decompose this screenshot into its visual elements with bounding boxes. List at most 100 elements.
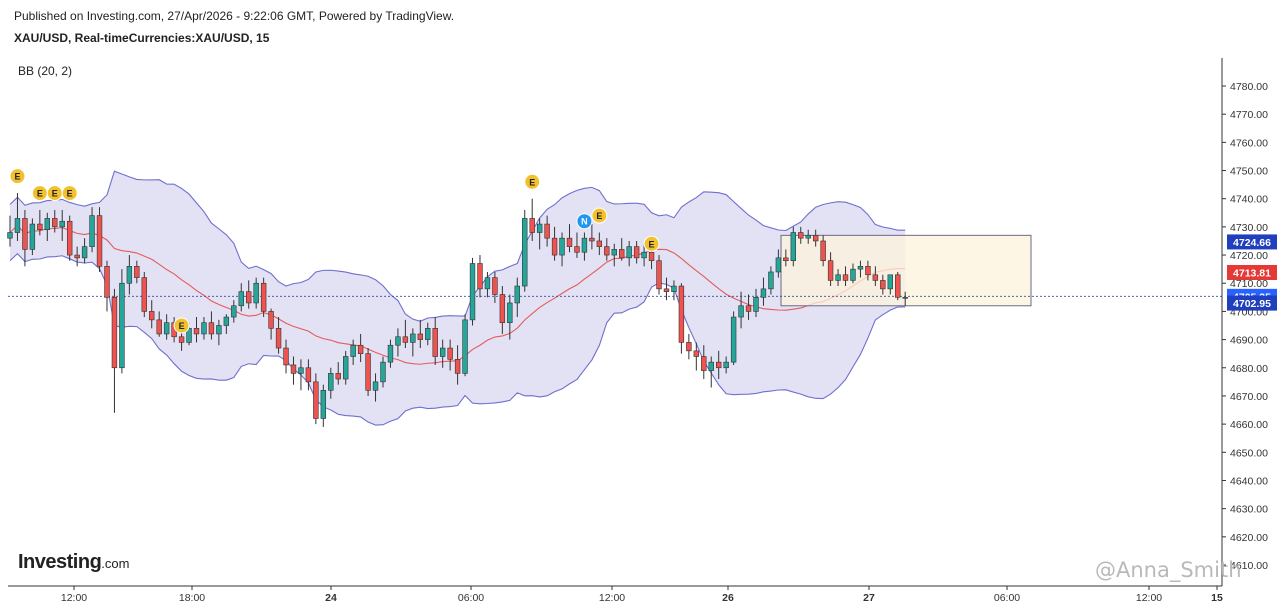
candle-body bbox=[745, 305, 752, 312]
candle bbox=[477, 255, 483, 298]
price-label: 4713.81 bbox=[1227, 265, 1277, 281]
candle-body bbox=[701, 356, 707, 371]
news-marker: N bbox=[576, 213, 593, 230]
candle-body bbox=[119, 282, 125, 369]
lower-band bbox=[9, 252, 906, 426]
candle-body bbox=[380, 361, 386, 383]
earnings-marker: E bbox=[173, 317, 190, 334]
candle-body bbox=[887, 274, 893, 290]
candle bbox=[492, 271, 498, 303]
candle-body bbox=[104, 266, 110, 298]
candle bbox=[551, 226, 558, 261]
candle-body bbox=[730, 316, 737, 363]
y-tick-label: 4640.00 bbox=[1230, 475, 1268, 487]
candle bbox=[544, 215, 550, 247]
candle bbox=[678, 283, 685, 354]
candle-body bbox=[395, 336, 401, 346]
candle bbox=[686, 333, 692, 360]
candle-body bbox=[604, 246, 610, 256]
marker-circle bbox=[591, 207, 608, 224]
candle-body bbox=[484, 277, 491, 290]
earnings-marker: E bbox=[643, 235, 660, 252]
candle-body bbox=[865, 266, 871, 276]
x-tick-label: 12:00 bbox=[599, 592, 625, 604]
y-tick-label: 4680.00 bbox=[1230, 363, 1268, 375]
y-tick-label: 4630.00 bbox=[1230, 504, 1268, 516]
candle-body bbox=[641, 251, 647, 259]
candle-body bbox=[574, 246, 580, 253]
candle-body bbox=[81, 246, 88, 259]
marker-circle bbox=[173, 317, 190, 334]
candle-body bbox=[499, 294, 506, 323]
price-label-bg bbox=[1227, 295, 1277, 311]
candle bbox=[208, 311, 215, 340]
y-tick-label: 4720.00 bbox=[1230, 250, 1268, 262]
candle bbox=[701, 345, 707, 380]
candle bbox=[880, 274, 886, 295]
candle bbox=[581, 232, 588, 261]
marker-circle bbox=[524, 173, 541, 190]
candle bbox=[290, 356, 297, 385]
candle-body bbox=[895, 274, 901, 298]
candle-body bbox=[223, 316, 230, 326]
candle-body bbox=[283, 347, 289, 366]
candle bbox=[223, 314, 230, 334]
candle-body bbox=[387, 344, 394, 363]
candle bbox=[216, 319, 222, 346]
marker-letter: E bbox=[14, 172, 20, 182]
candle bbox=[604, 238, 610, 261]
candle-body bbox=[581, 237, 588, 253]
candle-body bbox=[760, 288, 767, 298]
candle bbox=[313, 373, 319, 425]
candle bbox=[425, 322, 431, 346]
candle bbox=[395, 328, 401, 357]
candle bbox=[149, 300, 155, 329]
candle bbox=[753, 288, 759, 318]
candle bbox=[633, 240, 640, 264]
candle bbox=[589, 224, 595, 250]
band-fill bbox=[10, 171, 906, 426]
candle-body bbox=[648, 251, 655, 261]
candle bbox=[372, 373, 379, 402]
marker-circle bbox=[9, 168, 26, 185]
candle-body bbox=[790, 232, 797, 261]
candle-body bbox=[216, 325, 222, 335]
candle bbox=[760, 277, 767, 306]
candle-body bbox=[29, 223, 36, 250]
candle bbox=[298, 359, 304, 391]
candle-body bbox=[827, 260, 834, 281]
candle bbox=[536, 218, 543, 250]
candle bbox=[693, 342, 700, 371]
candle-body bbox=[753, 297, 759, 312]
candle-body bbox=[522, 218, 528, 287]
candle-body bbox=[298, 367, 304, 374]
candle-body bbox=[410, 333, 416, 343]
candle bbox=[432, 317, 438, 365]
earnings-marker: E bbox=[31, 185, 48, 202]
candle-body bbox=[268, 311, 274, 329]
candle-body bbox=[342, 356, 349, 380]
candle bbox=[857, 260, 864, 278]
candle-body bbox=[812, 235, 819, 242]
candle bbox=[231, 300, 237, 323]
symbol-title: XAU/USD, Real-timeCurrencies:XAU/USD, 15 bbox=[14, 31, 270, 45]
candle-body bbox=[686, 342, 692, 352]
price-label: 4702.95 bbox=[1227, 295, 1277, 311]
candle-body bbox=[156, 319, 162, 335]
bollinger-indicator-label[interactable]: BB (20, 2) bbox=[18, 64, 73, 78]
upper-band bbox=[9, 170, 906, 322]
candle bbox=[574, 232, 580, 258]
candle bbox=[872, 266, 879, 287]
investing-logo[interactable]: Investing.com bbox=[18, 551, 129, 574]
candle bbox=[715, 350, 722, 380]
candle bbox=[499, 286, 506, 334]
candle bbox=[439, 339, 446, 368]
candle bbox=[275, 317, 282, 354]
price-label-text: 4713.81 bbox=[1233, 268, 1271, 280]
candle bbox=[671, 280, 677, 301]
candle-body bbox=[798, 232, 804, 239]
candle-body bbox=[201, 322, 207, 335]
earnings-marker: E bbox=[591, 207, 608, 224]
candle bbox=[611, 243, 617, 267]
